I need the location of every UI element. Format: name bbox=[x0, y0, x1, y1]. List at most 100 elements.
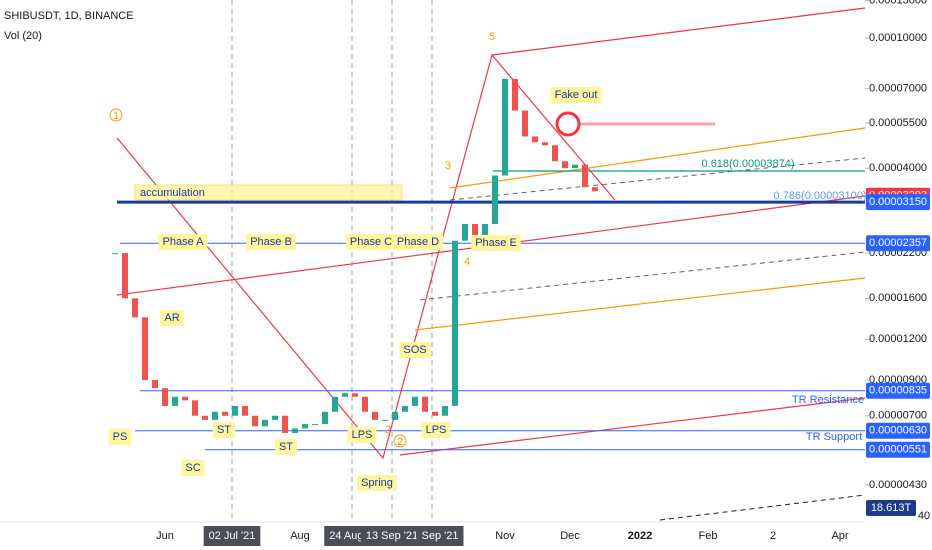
candle bbox=[242, 405, 248, 416]
channel-line bbox=[399, 397, 866, 456]
annotation-box bbox=[550, 87, 602, 103]
price-badge bbox=[866, 422, 930, 439]
annotation-box bbox=[471, 235, 521, 251]
candle bbox=[412, 396, 418, 406]
candle bbox=[482, 224, 488, 235]
candle bbox=[152, 380, 158, 389]
candle bbox=[542, 142, 548, 146]
annotation-label: SOS bbox=[403, 344, 426, 356]
accumulation-box bbox=[134, 184, 403, 201]
fib-label: 0.618(0.00003874) bbox=[702, 158, 795, 170]
price-badge bbox=[866, 382, 930, 399]
candle bbox=[352, 393, 358, 397]
candle bbox=[312, 424, 318, 426]
candle bbox=[212, 411, 218, 420]
x-tick-label: Aug bbox=[290, 530, 310, 542]
wave-label: 2 bbox=[385, 424, 391, 436]
annotation-label: Fake out bbox=[555, 89, 598, 101]
channel-line bbox=[491, 7, 866, 56]
price-axis bbox=[865, 0, 932, 550]
trend-line bbox=[116, 53, 616, 460]
y-tick-label: 0.00000430 bbox=[869, 479, 927, 491]
candle bbox=[182, 396, 188, 401]
candle bbox=[422, 396, 428, 412]
x-tick-label: 2 bbox=[770, 530, 776, 542]
candle bbox=[392, 411, 398, 420]
annotation-label: LPS bbox=[426, 424, 447, 436]
y-tick-label: 0.00010000 bbox=[869, 32, 927, 44]
candle bbox=[552, 145, 558, 162]
candle bbox=[432, 411, 438, 416]
price-badge-label: 0.00000630 bbox=[869, 425, 927, 437]
wave-circle bbox=[393, 434, 407, 448]
price-badge-label: 0.00002357 bbox=[869, 237, 927, 249]
candle bbox=[512, 78, 518, 111]
price-badge-label: 0.00003150 bbox=[869, 196, 927, 208]
range-label: TR Support bbox=[806, 431, 862, 443]
annotation-label: Phase B bbox=[250, 236, 292, 248]
annotation-box bbox=[108, 429, 132, 445]
annotation-box bbox=[212, 422, 236, 438]
candle bbox=[232, 405, 238, 416]
indicator-label: Vol (20) bbox=[4, 30, 42, 42]
candle bbox=[372, 411, 378, 420]
candle bbox=[532, 136, 538, 143]
wave-label: 5 bbox=[489, 31, 495, 43]
annotation-box bbox=[357, 475, 397, 491]
candle bbox=[202, 415, 208, 420]
annotation-label: Phase C bbox=[350, 236, 392, 248]
annotation-box bbox=[347, 427, 377, 443]
candle bbox=[222, 411, 228, 416]
x-tick-label: Feb bbox=[699, 530, 718, 542]
candle bbox=[562, 161, 568, 169]
candle bbox=[462, 224, 468, 241]
channel-line bbox=[449, 127, 866, 189]
candle bbox=[332, 396, 338, 412]
candle bbox=[472, 224, 478, 235]
candle bbox=[322, 411, 328, 425]
annotation-label: AR bbox=[164, 312, 179, 324]
annotation-box bbox=[274, 439, 298, 455]
annotation-box bbox=[246, 234, 296, 250]
x-tick-label: 02 Jul '21 bbox=[209, 530, 256, 542]
annotation-label: SC bbox=[185, 462, 200, 474]
candle bbox=[362, 396, 368, 412]
candle bbox=[382, 419, 388, 421]
candle bbox=[172, 396, 178, 406]
y-tick-label: 0.00007000 bbox=[869, 83, 927, 95]
y-tick-label: 0.00000700 bbox=[869, 410, 927, 422]
x-tick-label: Jun bbox=[156, 530, 174, 542]
fake-out-circle bbox=[555, 111, 581, 137]
accumulation-label: accumulation bbox=[140, 187, 205, 199]
x-tick-label: 13 Sep '21 bbox=[366, 530, 418, 542]
fib-label: 0.786(0.00003100) bbox=[774, 190, 867, 202]
symbol-title: SHIBUSDT, 1D, BINANCE bbox=[4, 10, 134, 22]
candle bbox=[292, 428, 298, 433]
candle bbox=[402, 405, 408, 412]
annotation-label: LPS bbox=[352, 429, 373, 441]
candle bbox=[162, 388, 168, 406]
candle bbox=[592, 187, 598, 192]
candle bbox=[502, 78, 508, 176]
annotation-label: Phase A bbox=[163, 236, 205, 248]
x-tick-label: Sep '21 bbox=[422, 530, 459, 542]
price-badge-label: 0.00000835 bbox=[869, 385, 927, 397]
volume-badge bbox=[866, 500, 916, 516]
annotation-box bbox=[158, 234, 208, 250]
wave-label: 1 bbox=[113, 110, 119, 122]
wave-label: 4 bbox=[464, 256, 470, 268]
dashed-line bbox=[659, 494, 866, 521]
price-badge-label: 0.00000551 bbox=[869, 444, 927, 456]
annotation-box bbox=[160, 310, 184, 326]
x-label-highlight bbox=[360, 526, 424, 546]
candle bbox=[262, 419, 268, 427]
annotation-box bbox=[392, 234, 444, 250]
candle bbox=[582, 164, 588, 188]
wave-label: 2 bbox=[397, 436, 403, 448]
candle bbox=[302, 424, 308, 429]
candle bbox=[192, 400, 198, 416]
candle bbox=[112, 253, 118, 255]
candle bbox=[132, 298, 138, 318]
